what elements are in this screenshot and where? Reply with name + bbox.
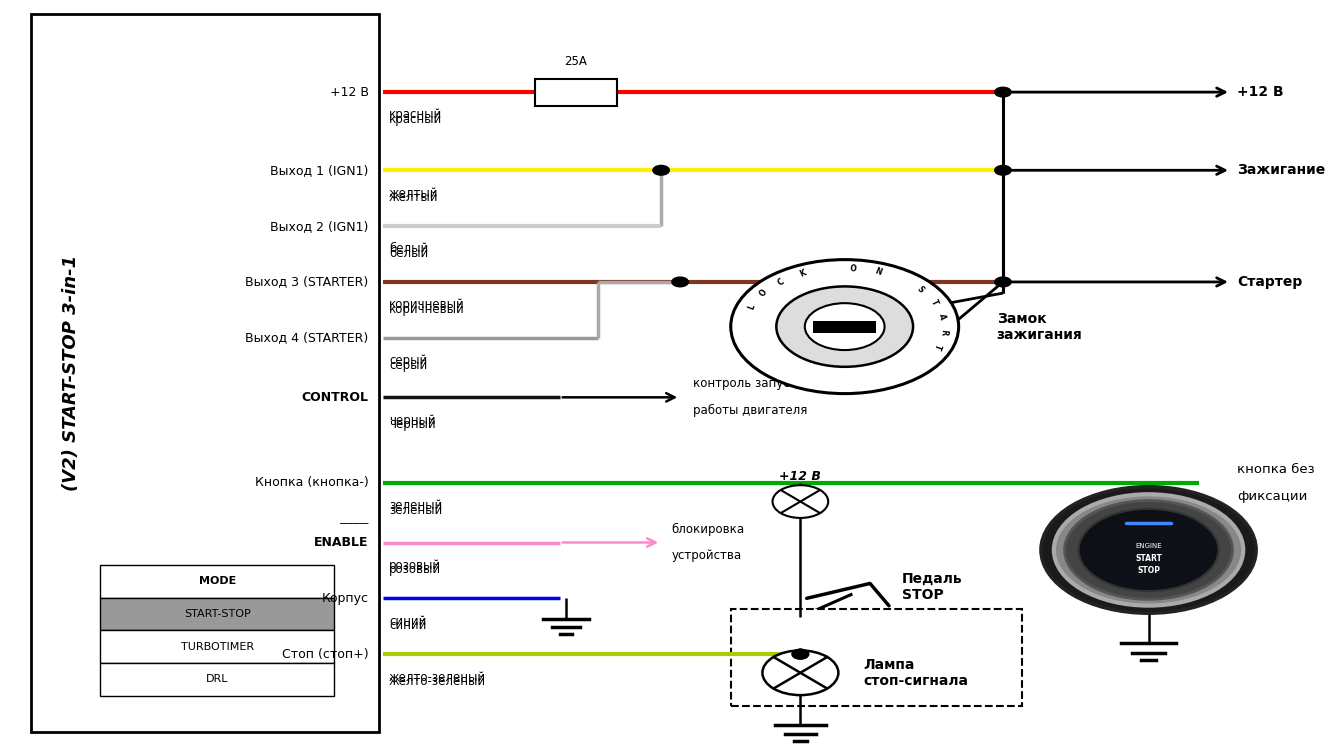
Text: +12 B: +12 B	[329, 86, 368, 98]
Text: синий: синий	[390, 615, 427, 628]
Text: серый: серый	[390, 354, 427, 368]
Text: +12 В: +12 В	[1237, 85, 1283, 99]
Bar	[100, 630, 335, 663]
Text: STOP: STOP	[1137, 566, 1161, 574]
Text: 25A: 25A	[564, 55, 587, 68]
Text: START: START	[1135, 554, 1162, 563]
Text: ENGINE: ENGINE	[1135, 543, 1162, 549]
Text: START-STOP: START-STOP	[184, 609, 251, 619]
Text: белый: белый	[390, 242, 428, 256]
Text: зеленый: зеленый	[390, 500, 442, 512]
Text: N: N	[874, 267, 883, 278]
Text: кнопка без: кнопка без	[1237, 463, 1315, 476]
Text: Замок
зажигания: Замок зажигания	[996, 311, 1082, 342]
Text: серый: серый	[390, 358, 427, 371]
Bar	[31, 14, 379, 732]
Text: коричневый: коричневый	[390, 298, 464, 311]
Text: Корпус: Корпус	[321, 592, 368, 604]
Circle shape	[763, 650, 838, 695]
Text: желто-зеленый: желто-зеленый	[390, 675, 486, 688]
Circle shape	[731, 260, 959, 394]
Text: желто-зеленый: желто-зеленый	[390, 670, 486, 683]
Text: Педаль
STOP: Педаль STOP	[902, 572, 962, 602]
Text: (V2) START-STOP 3-in-1: (V2) START-STOP 3-in-1	[63, 255, 80, 491]
Circle shape	[1041, 487, 1257, 614]
Bar	[731, 610, 1022, 706]
Bar	[100, 565, 335, 598]
Circle shape	[804, 303, 884, 350]
Text: Зажигание: Зажигание	[1237, 164, 1326, 177]
Text: MODE: MODE	[199, 576, 236, 586]
Text: Выход 4 (STARTER): Выход 4 (STARTER)	[245, 332, 368, 344]
Text: T: T	[932, 343, 943, 350]
Text: CONTROL: CONTROL	[301, 391, 368, 404]
Text: O: O	[850, 264, 856, 274]
Text: красный: красный	[390, 109, 442, 122]
Circle shape	[1054, 494, 1243, 606]
Text: белый: белый	[390, 247, 428, 260]
Text: L: L	[747, 303, 756, 310]
Bar	[812, 321, 876, 332]
Text: розовый: розовый	[390, 563, 442, 576]
Circle shape	[1065, 500, 1233, 599]
Text: Кнопка (кнопка-): Кнопка (кнопка-)	[255, 476, 368, 490]
Text: Выход 3 (STARTER): Выход 3 (STARTER)	[245, 275, 368, 289]
Circle shape	[995, 277, 1011, 286]
Circle shape	[652, 166, 670, 175]
Text: контроль запуска и: контроль запуска и	[692, 377, 815, 391]
Circle shape	[776, 286, 912, 367]
Text: A: A	[936, 313, 947, 320]
Text: ENABLE: ENABLE	[315, 536, 368, 549]
Circle shape	[672, 277, 688, 286]
Text: Выход 2 (IGN1): Выход 2 (IGN1)	[271, 220, 368, 232]
Text: блокировка: блокировка	[671, 523, 744, 536]
Circle shape	[995, 166, 1011, 175]
Circle shape	[792, 650, 808, 659]
Circle shape	[995, 87, 1011, 97]
Text: синий: синий	[390, 620, 427, 632]
Text: TURBOTIMER: TURBOTIMER	[181, 642, 253, 652]
Bar	[100, 663, 335, 696]
Text: Лампа
стоп-сигнала: Лампа стоп-сигнала	[863, 658, 968, 688]
Text: коричневый: коричневый	[390, 303, 464, 316]
Text: фиксации: фиксации	[1237, 490, 1307, 502]
Text: Стартер: Стартер	[1237, 275, 1302, 289]
Text: красный: красный	[390, 113, 442, 126]
Text: R: R	[938, 328, 948, 335]
Text: зеленый: зеленый	[390, 504, 442, 517]
Circle shape	[1079, 509, 1218, 591]
Circle shape	[792, 650, 808, 659]
Text: розовый: розовый	[390, 559, 442, 572]
Text: ─────: ─────	[339, 519, 368, 529]
Text: Стоп (стоп+): Стоп (стоп+)	[281, 648, 368, 661]
Text: желтый: желтый	[390, 187, 439, 200]
Text: O: O	[758, 288, 770, 298]
Text: желтый: желтый	[390, 191, 439, 204]
Bar	[100, 598, 335, 630]
Text: DRL: DRL	[207, 674, 228, 685]
Text: устройства: устройства	[671, 550, 742, 562]
Text: черный: черный	[390, 419, 435, 431]
Circle shape	[772, 485, 828, 518]
Text: работы двигателя: работы двигателя	[692, 404, 807, 417]
Text: C: C	[776, 277, 786, 287]
Text: черный: черный	[390, 414, 435, 427]
Text: +12 B: +12 B	[779, 470, 822, 483]
Bar	[535, 79, 616, 106]
Text: S: S	[915, 284, 926, 294]
Text: K: K	[798, 268, 807, 279]
Text: Выход 1 (IGN1): Выход 1 (IGN1)	[271, 164, 368, 177]
Text: T: T	[928, 298, 939, 307]
